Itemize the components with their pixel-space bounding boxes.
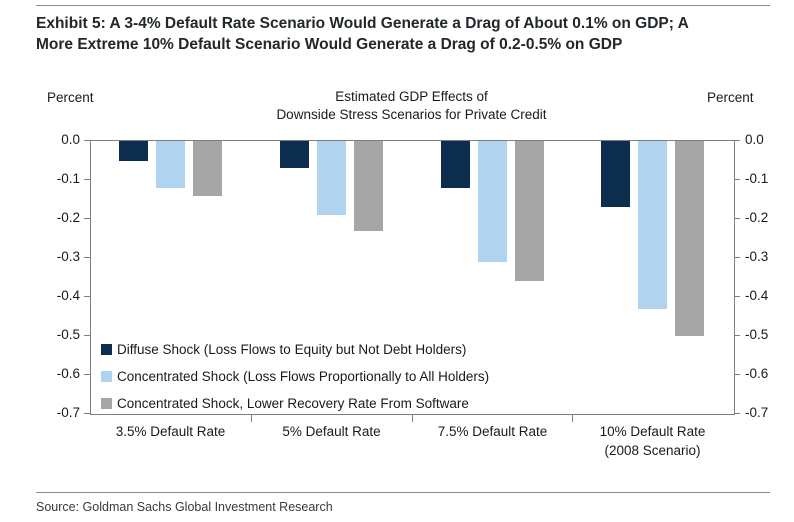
- legend-swatch-1: [101, 371, 112, 382]
- legend-label-2: Concentrated Shock, Lower Recovery Rate …: [117, 396, 469, 411]
- x-category-tick: [251, 415, 252, 422]
- y-tick-label-right: -0.5: [745, 327, 769, 342]
- bar-series-2: [515, 141, 544, 281]
- bar-series-1: [156, 141, 185, 188]
- y-tick-left: [84, 257, 90, 258]
- bar-series-1: [317, 141, 346, 215]
- legend-swatch-2: [101, 398, 112, 409]
- bar-series-2: [675, 141, 704, 336]
- y-tick-right: [734, 296, 740, 297]
- bar-series-2: [193, 141, 222, 196]
- x-axis-label: 5% Default Rate: [282, 424, 381, 439]
- y-axis-unit-right: Percent: [707, 90, 754, 105]
- bar-series-1: [478, 141, 507, 262]
- y-tick-label-right: -0.2: [745, 210, 769, 225]
- y-tick-label-left: -0.1: [56, 171, 80, 186]
- y-tick-right: [734, 218, 740, 219]
- exhibit-title: Exhibit 5: A 3-4% Default Rate Scenario …: [36, 13, 776, 55]
- y-tick-label-left: -0.7: [56, 405, 80, 420]
- y-tick-left: [84, 140, 90, 141]
- y-tick-label-left: -0.5: [56, 327, 80, 342]
- y-tick-label-left: -0.2: [56, 210, 80, 225]
- top-divider: [36, 5, 770, 6]
- bar-group: [412, 141, 573, 414]
- y-tick-right: [734, 257, 740, 258]
- y-axis-unit-left: Percent: [47, 90, 94, 105]
- y-tick-left: [84, 413, 90, 414]
- bar-series-0: [601, 141, 630, 207]
- chart-title: Estimated GDP Effects of Downside Stress…: [276, 89, 547, 122]
- y-tick-left: [84, 218, 90, 219]
- y-tick-left: [84, 374, 90, 375]
- y-tick-right: [734, 374, 740, 375]
- y-tick-right: [734, 140, 740, 141]
- exhibit-title-line2: More Extreme 10% Default Scenario Would …: [36, 36, 623, 53]
- y-tick-left: [84, 179, 90, 180]
- bar-series-2: [354, 141, 383, 231]
- bar-group: [572, 141, 733, 414]
- y-tick-label-left: 0.0: [61, 132, 80, 147]
- y-tick-left: [84, 296, 90, 297]
- y-tick-label-left: -0.4: [56, 288, 80, 303]
- y-tick-label-left: -0.3: [56, 249, 80, 264]
- exhibit-title-line1: Exhibit 5: A 3-4% Default Rate Scenario …: [36, 15, 689, 32]
- bar-series-1: [638, 141, 667, 309]
- y-tick-label-right: -0.6: [745, 366, 769, 381]
- legend-label-0: Diffuse Shock (Loss Flows to Equity but …: [117, 342, 467, 357]
- y-tick-right: [734, 413, 740, 414]
- bar-series-0: [119, 141, 148, 161]
- y-tick-label-right: -0.4: [745, 288, 769, 303]
- bar-series-0: [280, 141, 309, 168]
- y-tick-right: [734, 335, 740, 336]
- y-tick-label-right: -0.7: [745, 405, 769, 420]
- legend-label-1: Concentrated Shock (Loss Flows Proportio…: [117, 369, 490, 384]
- bar-group: [90, 141, 251, 414]
- y-tick-right: [734, 179, 740, 180]
- y-tick-label-right: -0.3: [745, 249, 769, 264]
- y-tick-label-left: -0.6: [56, 366, 80, 381]
- y-tick-label-right: 0.0: [745, 132, 764, 147]
- x-axis-label: 10% Default Rate (2008 Scenario): [599, 424, 706, 458]
- x-axis-label: 3.5% Default Rate: [115, 424, 226, 439]
- x-category-tick: [572, 415, 573, 422]
- source-divider: [36, 492, 770, 493]
- x-axis-label: 7.5% Default Rate: [437, 424, 548, 439]
- y-tick-label-right: -0.1: [745, 171, 769, 186]
- legend-swatch-0: [101, 344, 112, 355]
- source-text: Source: Goldman Sachs Global Investment …: [36, 500, 333, 514]
- y-tick-left: [84, 335, 90, 336]
- x-category-tick: [412, 415, 413, 422]
- bar-group: [251, 141, 412, 414]
- bar-series-0: [441, 141, 470, 188]
